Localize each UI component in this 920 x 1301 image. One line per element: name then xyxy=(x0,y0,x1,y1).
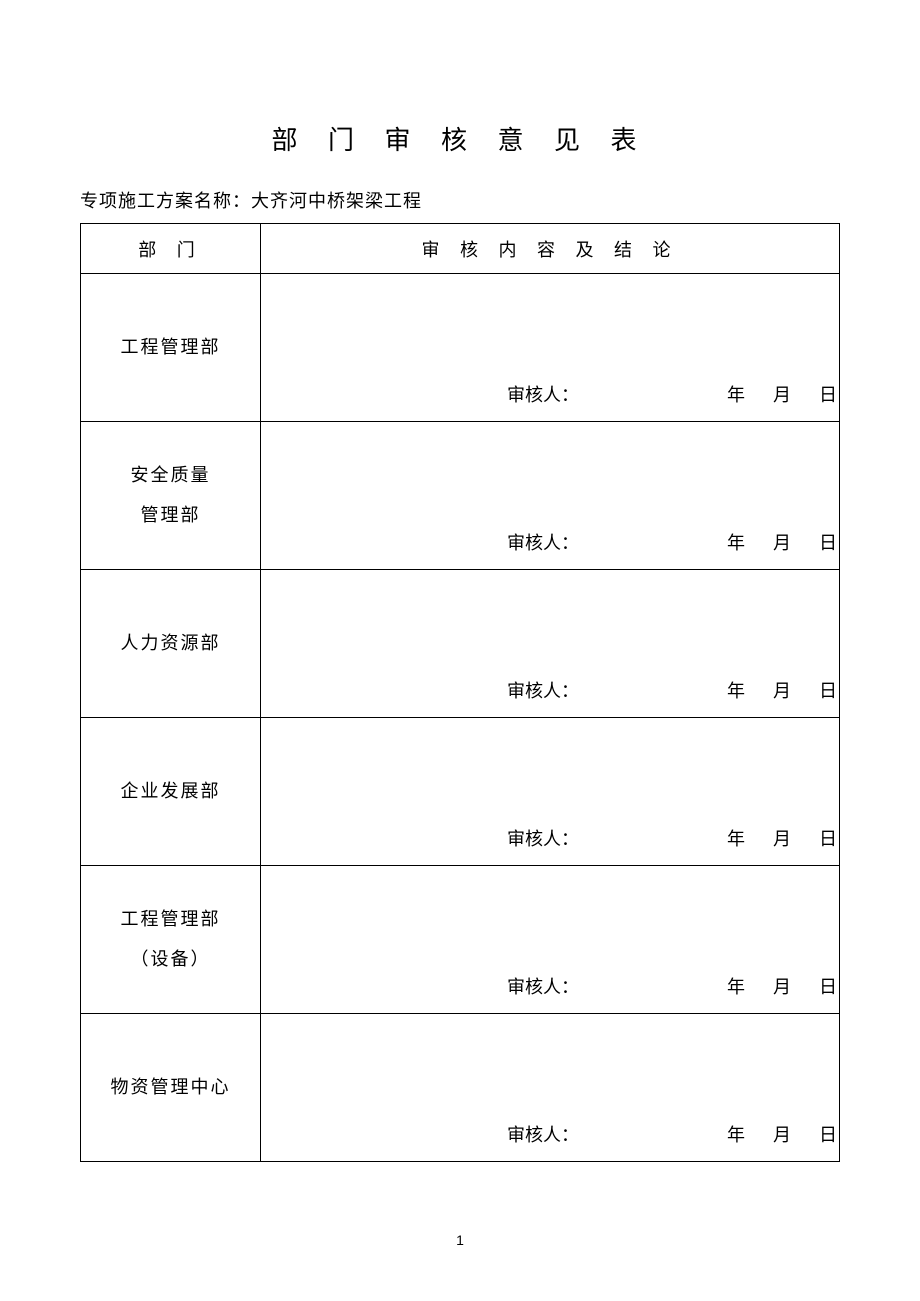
day-unit: 日 xyxy=(819,385,837,405)
month-unit: 月 xyxy=(773,385,791,405)
month-unit: 月 xyxy=(773,681,791,701)
content-cell: 审核人： 年 月 日 xyxy=(261,570,840,718)
signature-line: 审核人： 年 月 日 xyxy=(507,973,837,999)
day-unit: 日 xyxy=(819,977,837,997)
subtitle: 专项施工方案名称：大齐河中桥架梁工程 xyxy=(80,187,840,213)
department-name-line2: 管理部 xyxy=(91,496,250,536)
department-name-line2: （设备） xyxy=(91,940,250,980)
page-title: 部 门 审 核 意 见 表 xyxy=(80,120,840,157)
department-cell: 物资管理中心 xyxy=(81,1014,261,1162)
table-row: 工程管理部 审核人： 年 月 日 xyxy=(81,274,840,422)
year-unit: 年 xyxy=(727,385,745,405)
content-cell: 审核人： 年 月 日 xyxy=(261,274,840,422)
day-unit: 日 xyxy=(819,829,837,849)
reviewer-label: 审核人： xyxy=(507,1125,579,1145)
month-unit: 月 xyxy=(773,829,791,849)
table-header-row: 部 门 审 核 内 容 及 结 论 xyxy=(81,224,840,274)
day-unit: 日 xyxy=(819,681,837,701)
department-cell: 人力资源部 xyxy=(81,570,261,718)
content-cell: 审核人： 年 月 日 xyxy=(261,1014,840,1162)
table-row: 物资管理中心 审核人： 年 月 日 xyxy=(81,1014,840,1162)
reviewer-label: 审核人： xyxy=(507,681,579,701)
subtitle-name: 大齐河中桥架梁工程 xyxy=(251,191,422,211)
signature-line: 审核人： 年 月 日 xyxy=(507,677,837,703)
month-unit: 月 xyxy=(773,1125,791,1145)
day-unit: 日 xyxy=(819,1125,837,1145)
department-cell: 企业发展部 xyxy=(81,718,261,866)
header-department: 部 门 xyxy=(81,224,261,274)
signature-line: 审核人： 年 月 日 xyxy=(507,825,837,851)
month-unit: 月 xyxy=(773,977,791,997)
reviewer-label: 审核人： xyxy=(507,829,579,849)
content-cell: 审核人： 年 月 日 xyxy=(261,866,840,1014)
reviewer-label: 审核人： xyxy=(507,533,579,553)
table-row: 安全质量 管理部 审核人： 年 月 日 xyxy=(81,422,840,570)
department-name: 工程管理部 xyxy=(91,900,250,940)
signature-line: 审核人： 年 月 日 xyxy=(507,529,837,555)
content-cell: 审核人： 年 月 日 xyxy=(261,422,840,570)
content-cell: 审核人： 年 月 日 xyxy=(261,718,840,866)
department-name: 人力资源部 xyxy=(91,624,250,664)
day-unit: 日 xyxy=(819,533,837,553)
table-row: 人力资源部 审核人： 年 月 日 xyxy=(81,570,840,718)
subtitle-prefix: 专项施工方案名称： xyxy=(80,191,251,211)
department-cell: 安全质量 管理部 xyxy=(81,422,261,570)
department-cell: 工程管理部 xyxy=(81,274,261,422)
reviewer-label: 审核人： xyxy=(507,977,579,997)
department-name: 企业发展部 xyxy=(91,772,250,812)
signature-line: 审核人： 年 月 日 xyxy=(507,1121,837,1147)
header-content: 审 核 内 容 及 结 论 xyxy=(261,224,840,274)
table-row: 工程管理部 （设备） 审核人： 年 月 日 xyxy=(81,866,840,1014)
year-unit: 年 xyxy=(727,1125,745,1145)
year-unit: 年 xyxy=(727,977,745,997)
department-cell: 工程管理部 （设备） xyxy=(81,866,261,1014)
department-name: 安全质量 xyxy=(91,456,250,496)
page-number: 1 xyxy=(80,1232,840,1248)
signature-line: 审核人： 年 月 日 xyxy=(507,381,837,407)
year-unit: 年 xyxy=(727,533,745,553)
month-unit: 月 xyxy=(773,533,791,553)
reviewer-label: 审核人： xyxy=(507,385,579,405)
year-unit: 年 xyxy=(727,681,745,701)
department-name: 工程管理部 xyxy=(91,328,250,368)
review-table: 部 门 审 核 内 容 及 结 论 工程管理部 审核人：年月日 安全质量 管理部… xyxy=(80,223,840,1162)
year-unit: 年 xyxy=(727,829,745,849)
department-name: 物资管理中心 xyxy=(91,1068,250,1108)
table-row: 企业发展部 审核人： 年 月 日 xyxy=(81,718,840,866)
